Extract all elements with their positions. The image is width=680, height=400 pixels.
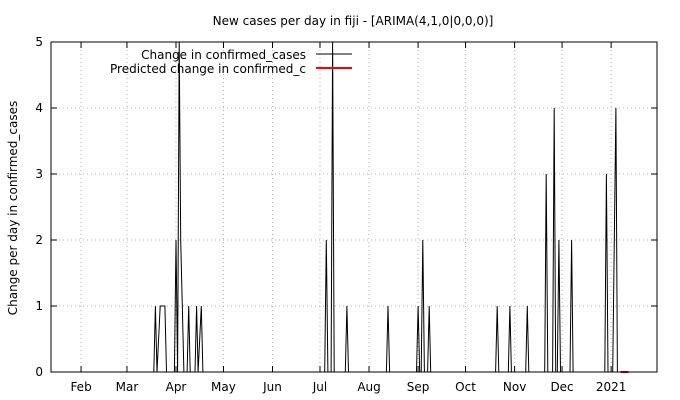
grid xyxy=(51,42,657,372)
x-tick-label-5: Jul xyxy=(312,380,327,394)
plot-frame xyxy=(50,41,658,373)
chart-title: New cases per day in fiji - [ARIMA(4,1,0… xyxy=(213,14,494,28)
x-tick-label-0: Feb xyxy=(70,380,91,394)
y-tick-label-1: 1 xyxy=(35,299,43,313)
y-tick-label-2: 2 xyxy=(35,233,43,247)
x-tick-label-10: Dec xyxy=(550,380,573,394)
legend-label-series-1: Predicted change in confirmed_c xyxy=(110,62,306,76)
y-tick-label-0: 0 xyxy=(35,365,43,379)
x-tick-label-4: Jun xyxy=(262,380,282,394)
x-tick-label-3: May xyxy=(211,380,236,394)
y-tick-label-5: 5 xyxy=(35,35,43,49)
legend-label-series-0: Change in confirmed_cases xyxy=(141,48,306,62)
series-line-0 xyxy=(51,41,621,373)
legend: Change in confirmed_cases Predicted chan… xyxy=(110,48,352,76)
axis-ticks: 0 1 2 3 4 5 Feb Mar Apr May Jun Jul Aug Sep Oct Nov Dec 2… xyxy=(35,35,657,394)
x-tick-label-6: Aug xyxy=(357,380,380,394)
x-tick-label-2: Apr xyxy=(166,380,187,394)
x-tick-label-7: Sep xyxy=(407,380,430,394)
y-tick-label-3: 3 xyxy=(35,167,43,181)
x-tick-label-11: 2021 xyxy=(596,380,627,394)
y-axis-label: Change per day in confirmed_cases xyxy=(6,101,20,316)
x-tick-label-8: Oct xyxy=(455,380,476,394)
x-tick-label-9: Nov xyxy=(503,380,526,394)
series-lines xyxy=(51,41,629,373)
y-tick-label-4: 4 xyxy=(35,101,43,115)
x-tick-label-1: Mar xyxy=(116,380,139,394)
